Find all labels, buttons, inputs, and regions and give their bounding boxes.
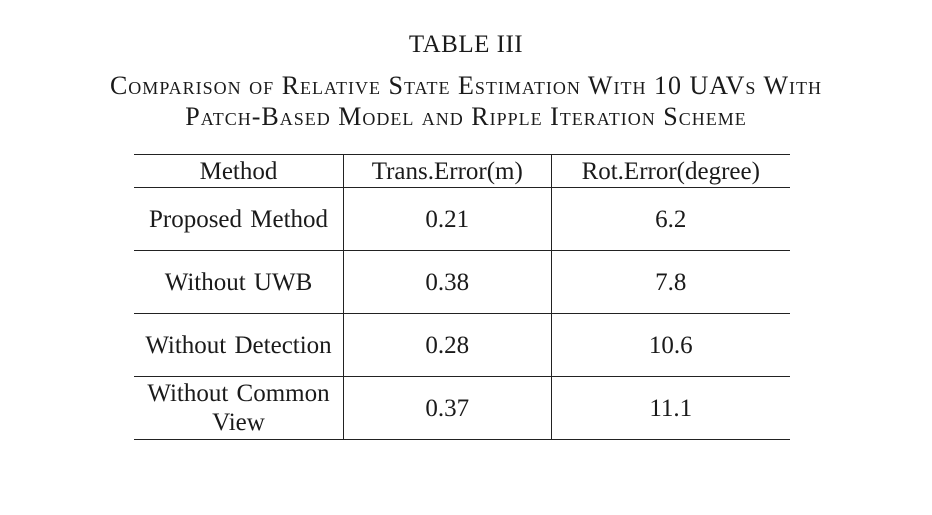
table-caption: Comparison of Relative State Estimation … — [0, 70, 932, 132]
caption-line-1: Comparison of Relative State Estimation … — [109, 71, 823, 100]
trans-error-cell: 0.28 — [343, 313, 552, 377]
results-table: Method Trans.Error(m) Rot.Error(degree) … — [134, 154, 790, 440]
method-label: Without UWB — [164, 268, 313, 296]
table-row: Without Common View 0.37 11.1 — [134, 376, 790, 440]
method-label: Without Detection — [145, 331, 332, 359]
method-cell: Without Detection — [134, 313, 345, 377]
rot-error-cell: 7.8 — [551, 250, 790, 314]
table-row: Proposed Method 0.21 6.2 — [134, 187, 790, 251]
method-cell: Without Common View — [134, 376, 345, 440]
header-trans-error: Trans.Error(m) — [343, 154, 552, 188]
caption-line-2: Patch-Based Model and Ripple Iteration S… — [185, 102, 747, 131]
table-row: Without UWB 0.38 7.8 — [134, 250, 790, 314]
rot-error-cell: 11.1 — [551, 376, 790, 440]
trans-error-cell: 0.21 — [343, 187, 552, 251]
header-row: Method Trans.Error(m) Rot.Error(degree) — [134, 154, 790, 188]
method-cell: Proposed Method — [134, 187, 345, 251]
trans-error-cell: 0.38 — [343, 250, 552, 314]
header-method: Method — [134, 154, 345, 188]
method-label: Proposed Method — [148, 205, 329, 233]
trans-error-cell: 0.37 — [343, 376, 552, 440]
rot-error-cell: 10.6 — [551, 313, 790, 377]
table-label: TABLE III — [408, 31, 524, 58]
method-label: Without Common View — [147, 380, 330, 436]
rot-error-cell: 6.2 — [655, 205, 687, 233]
header-rot-error: Rot.Error(degree) — [551, 154, 790, 188]
table-row: Without Detection 0.28 10.6 — [134, 313, 790, 377]
method-cell: Without UWB — [134, 250, 345, 314]
